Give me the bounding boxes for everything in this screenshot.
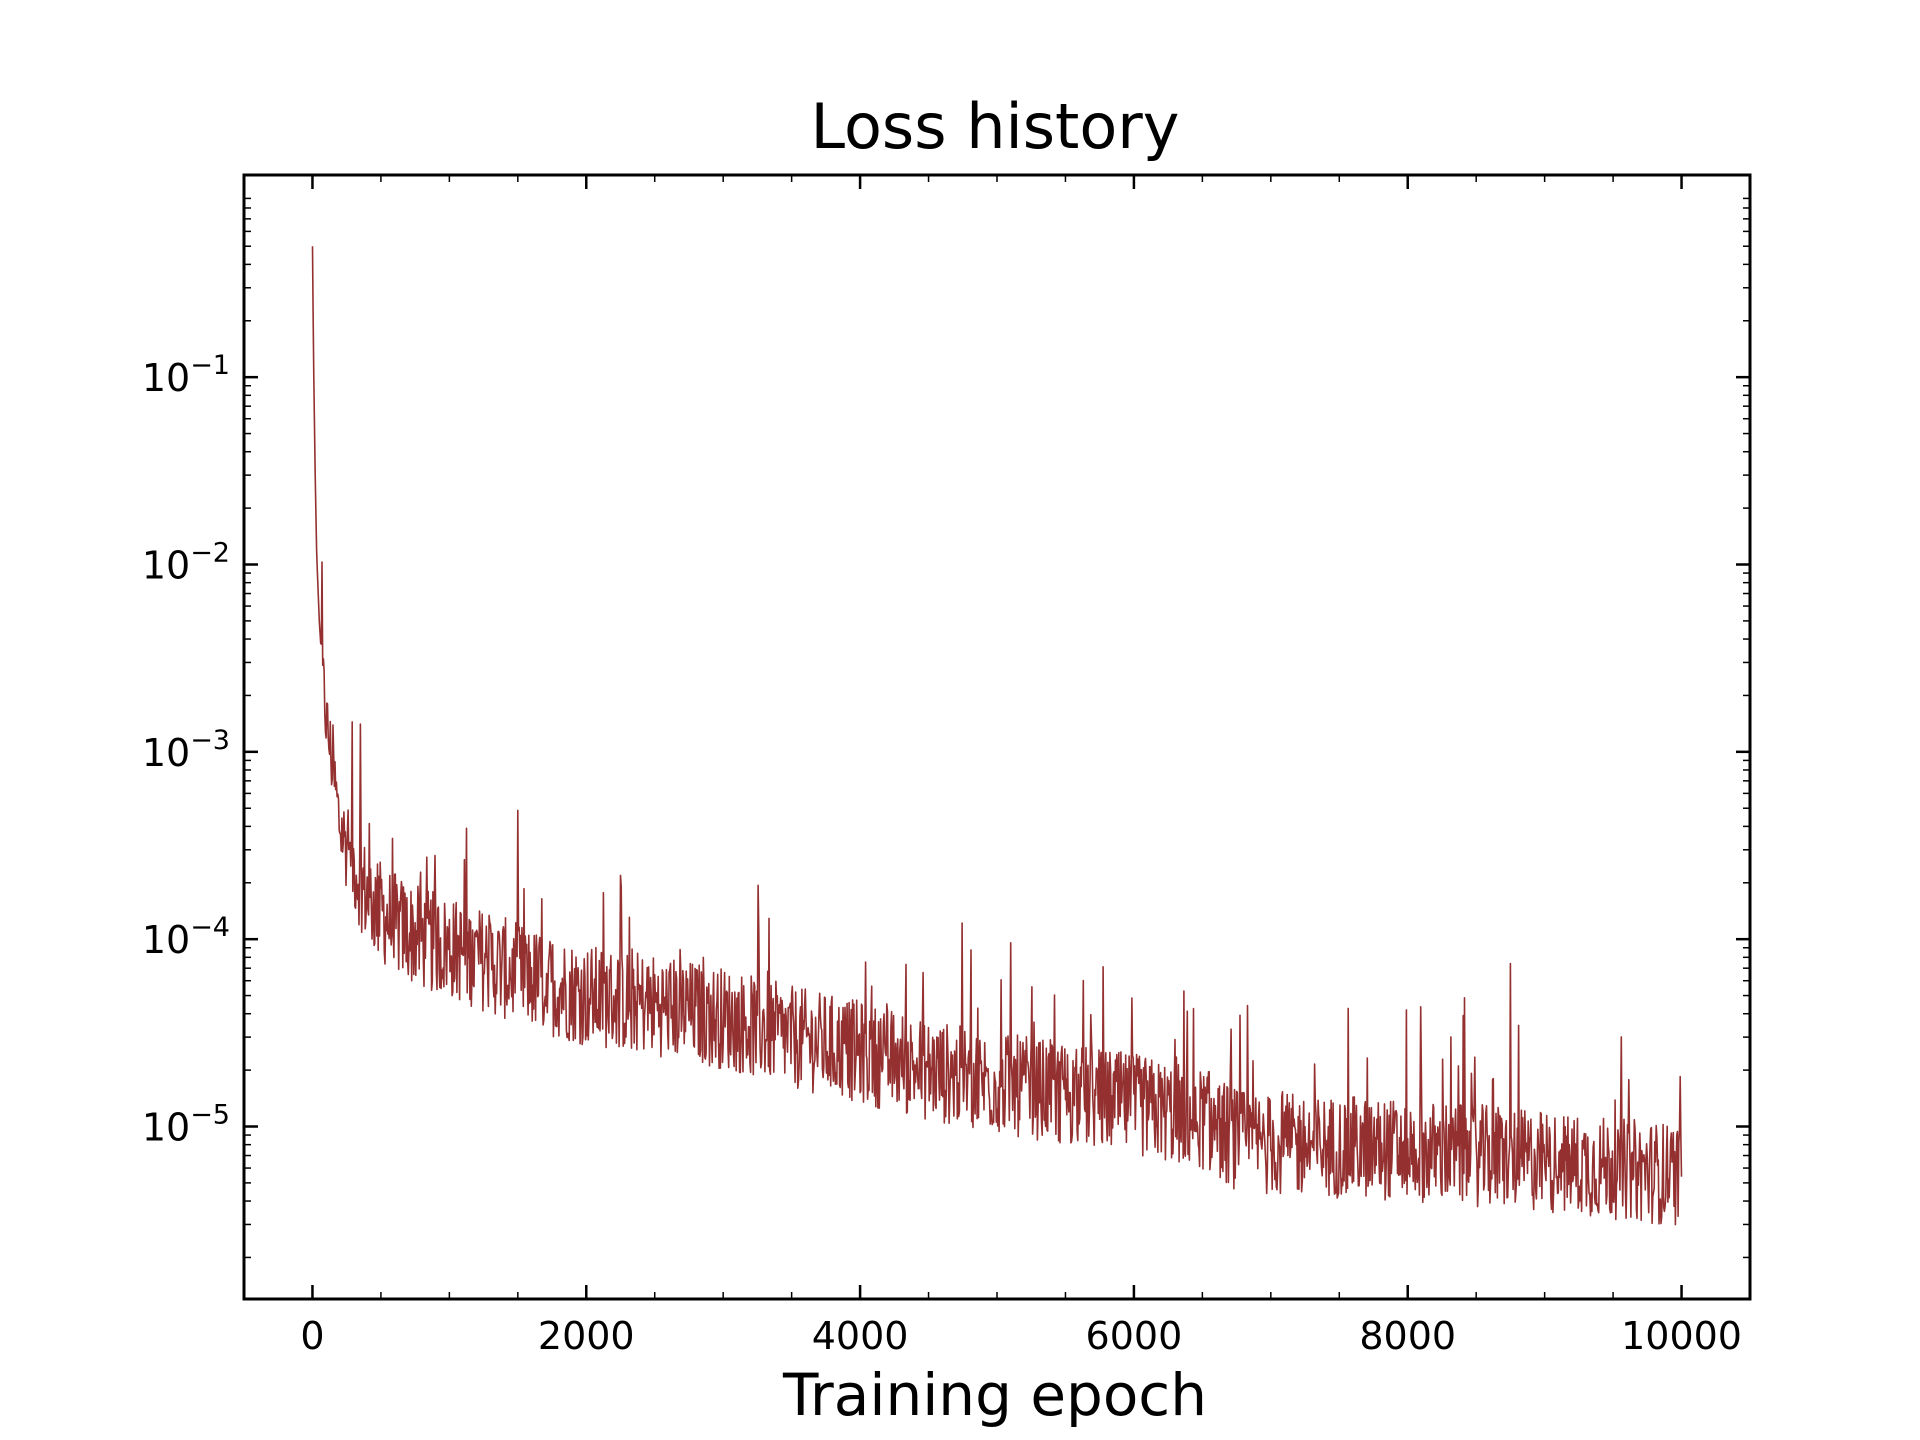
x-tick-label: 8000: [1359, 1314, 1456, 1358]
y-tick-label: 10−1: [142, 350, 230, 400]
x-tick-label: 4000: [812, 1314, 909, 1358]
x-tick-label: 0: [300, 1314, 324, 1358]
plot-area: [311, 246, 1683, 1226]
y-axis-ticks: 10−1 10−2 10−3 10−4 10−5: [142, 350, 1750, 1150]
loss-series-line: [311, 246, 1683, 1226]
x-tick-label: 2000: [538, 1314, 635, 1358]
y-tick-label: 10−3: [142, 725, 230, 775]
x-axis-ticks: 0 2000 4000 6000 8000 10000: [243, 175, 1751, 1358]
x-tick-label: 6000: [1086, 1314, 1183, 1358]
x-tick-label: 10000: [1621, 1314, 1742, 1358]
chart-title: Loss history: [811, 90, 1180, 163]
y-axis-minor-ticks: [244, 197, 1750, 1259]
y-tick-label: 10−2: [142, 537, 230, 587]
y-tick-label: 10−5: [142, 1100, 230, 1150]
y-tick-label: 10−4: [142, 912, 230, 962]
x-axis-label: Training epoch: [782, 1361, 1207, 1429]
